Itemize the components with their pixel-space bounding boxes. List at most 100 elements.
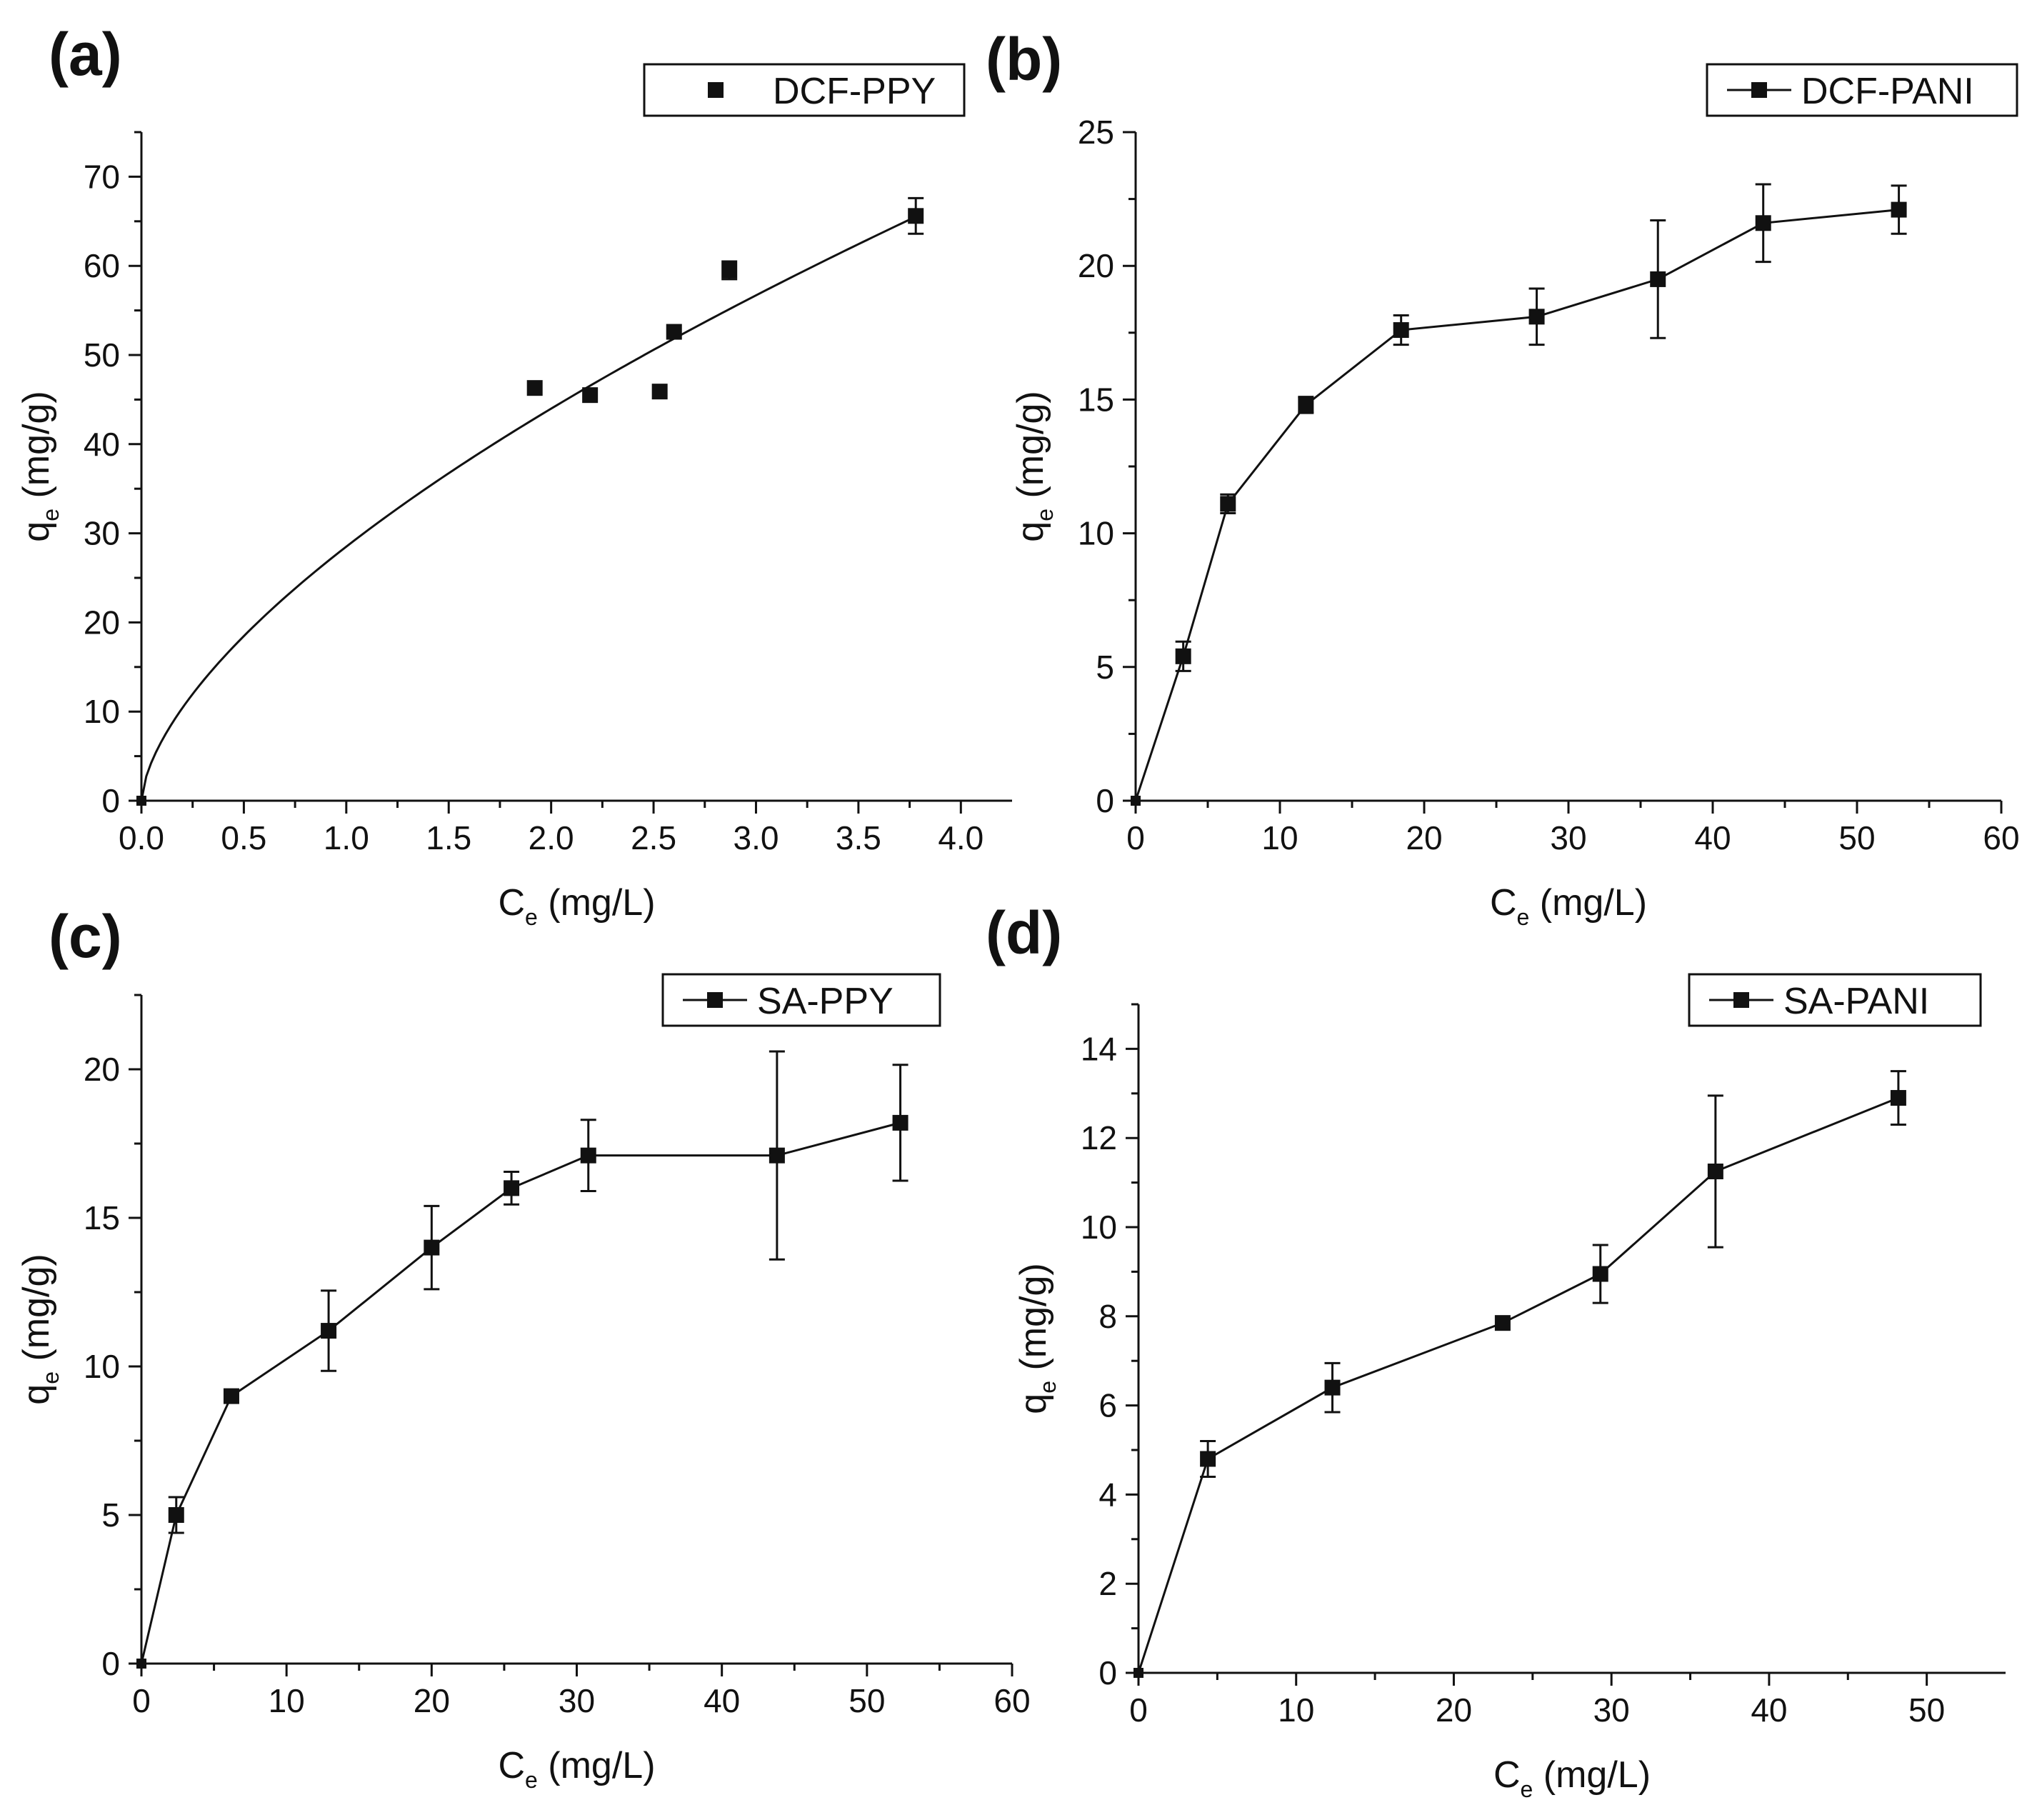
y-tick-label: 8: [1098, 1298, 1117, 1335]
data-point: [892, 1114, 909, 1131]
x-tick-label: 60: [994, 1682, 1030, 1719]
x-tick-label: 2.5: [631, 819, 676, 856]
y-tick-label: 10: [1078, 515, 1114, 552]
x-tick-label: 20: [1406, 819, 1442, 856]
data-point: [908, 208, 924, 224]
data-point: [424, 1239, 440, 1256]
x-axis-title: Ce (mg/L): [498, 882, 655, 930]
y-tick-label: 12: [1081, 1119, 1117, 1156]
legend: DCF-PANI: [1706, 63, 2018, 117]
data-point: [666, 324, 682, 340]
data-point: [1707, 1164, 1723, 1179]
legend-marker: [1733, 992, 1749, 1008]
x-tick-label: 3.0: [733, 819, 779, 856]
panel-label: (a): [49, 21, 122, 88]
x-tick-label: 0: [1129, 1691, 1148, 1729]
x-axis-title: Ce (mg/L): [1490, 882, 1647, 930]
data-point: [504, 1180, 520, 1196]
x-tick-label: 4.0: [938, 819, 984, 856]
data-point: [1393, 322, 1409, 339]
x-tick-label: 50: [1838, 819, 1875, 856]
x-tick-label: 50: [1908, 1691, 1945, 1729]
x-axis-title-units: (mg/L): [1529, 882, 1647, 924]
data-point: [1528, 309, 1545, 325]
legend-label: DCF-PANI: [1801, 71, 1974, 112]
y-axis-title-subscript: e: [1032, 509, 1058, 521]
panels: (a)0.0 0.5 1.0 1.5 2.0 2.5 3.0 3.5 4.00102030405…: [16, 21, 2020, 1802]
x-tick-label: 20: [414, 1682, 450, 1719]
data-point: [136, 1659, 146, 1669]
x-axis-title-main: C: [498, 1745, 525, 1786]
chart-panel-a: (a) 0.0 0.5 1.0 1.5 2.0 2.5 3.0 3.5 4.0 0 10 20 30 40 5…: [16, 21, 1012, 930]
x-tick-label: 0.0: [119, 819, 164, 856]
x-tick-label: 2.0: [529, 819, 574, 856]
data-point: [1175, 648, 1191, 664]
y-tick-label: 10: [84, 1348, 120, 1385]
x-tick-label: 0: [1126, 819, 1145, 856]
x-axis-title: Ce (mg/L): [498, 1745, 655, 1793]
data-point: [721, 262, 738, 279]
data-point: [1891, 201, 1907, 218]
x-axis-title-subscript: e: [525, 904, 538, 930]
x-tick-label: 10: [1278, 1691, 1314, 1729]
y-tick-label: 0: [1096, 782, 1114, 819]
data-point: [582, 387, 599, 404]
x-tick-label: 40: [704, 1682, 740, 1719]
data-point: [223, 1388, 239, 1404]
x-tick-label: 10: [269, 1682, 305, 1719]
x-axis-title-subscript: e: [1521, 1776, 1533, 1802]
data-point: [1324, 1379, 1341, 1396]
fit-curve: [140, 215, 916, 801]
data-point: [1890, 1090, 1906, 1106]
y-axis-title-units: (mg/g): [16, 391, 57, 509]
data-point: [1650, 271, 1666, 287]
panel-label: (b): [986, 26, 1062, 93]
x-axis-title-main: C: [498, 882, 525, 924]
legend-label: SA-PPY: [757, 981, 894, 1022]
x-tick-label: 30: [1593, 1691, 1630, 1729]
legend: SA-PPY: [661, 973, 941, 1027]
x-axis-title-subscript: e: [1517, 904, 1530, 930]
y-axis-title-units: (mg/g): [1010, 391, 1051, 509]
data-point: [526, 380, 543, 396]
legend-label: DCF-PPY: [773, 71, 936, 112]
legend-marker: [708, 82, 724, 98]
x-axis-title-units: (mg/L): [538, 1745, 656, 1786]
legend-marker: [1751, 82, 1767, 98]
data-point: [1494, 1315, 1511, 1331]
legend: DCF-PPY: [643, 63, 966, 117]
data-point: [580, 1147, 596, 1164]
y-tick-label: 20: [84, 1051, 120, 1088]
x-tick-label: 0: [132, 1682, 151, 1719]
y-axis-title: qe (mg/g): [1010, 391, 1058, 541]
y-tick-label: 40: [84, 426, 120, 463]
y-axis-title-main: q: [1013, 1394, 1054, 1414]
y-tick-label: 14: [1081, 1030, 1117, 1067]
y-tick-label: 5: [1096, 649, 1114, 686]
y-tick-label: 0: [101, 1645, 120, 1682]
y-tick-label: 15: [84, 1199, 120, 1236]
data-point: [1592, 1266, 1608, 1282]
legend: SA-PANI: [1688, 973, 1982, 1027]
y-tick-label: 0: [101, 782, 120, 819]
x-tick-label: 1.5: [426, 819, 471, 856]
data-point: [1133, 1668, 1143, 1678]
data-point: [769, 1147, 785, 1164]
y-tick-label: 50: [84, 336, 120, 374]
y-tick-label: 60: [84, 247, 120, 284]
y-tick-label: 0: [1098, 1654, 1117, 1691]
x-axis-title-main: C: [1493, 1754, 1521, 1796]
data-point: [651, 384, 668, 400]
data-point: [1131, 796, 1141, 806]
y-tick-label: 4: [1098, 1476, 1117, 1513]
y-axis-title-units: (mg/g): [16, 1254, 57, 1371]
x-tick-label: 1.0: [324, 819, 369, 856]
panel-label: (d): [986, 899, 1062, 966]
x-tick-label: 40: [1694, 819, 1731, 856]
y-axis-title-main: q: [16, 1384, 57, 1405]
y-tick-label: 6: [1098, 1387, 1117, 1424]
y-tick-label: 25: [1078, 114, 1114, 151]
x-tick-label: 0.5: [221, 819, 266, 856]
